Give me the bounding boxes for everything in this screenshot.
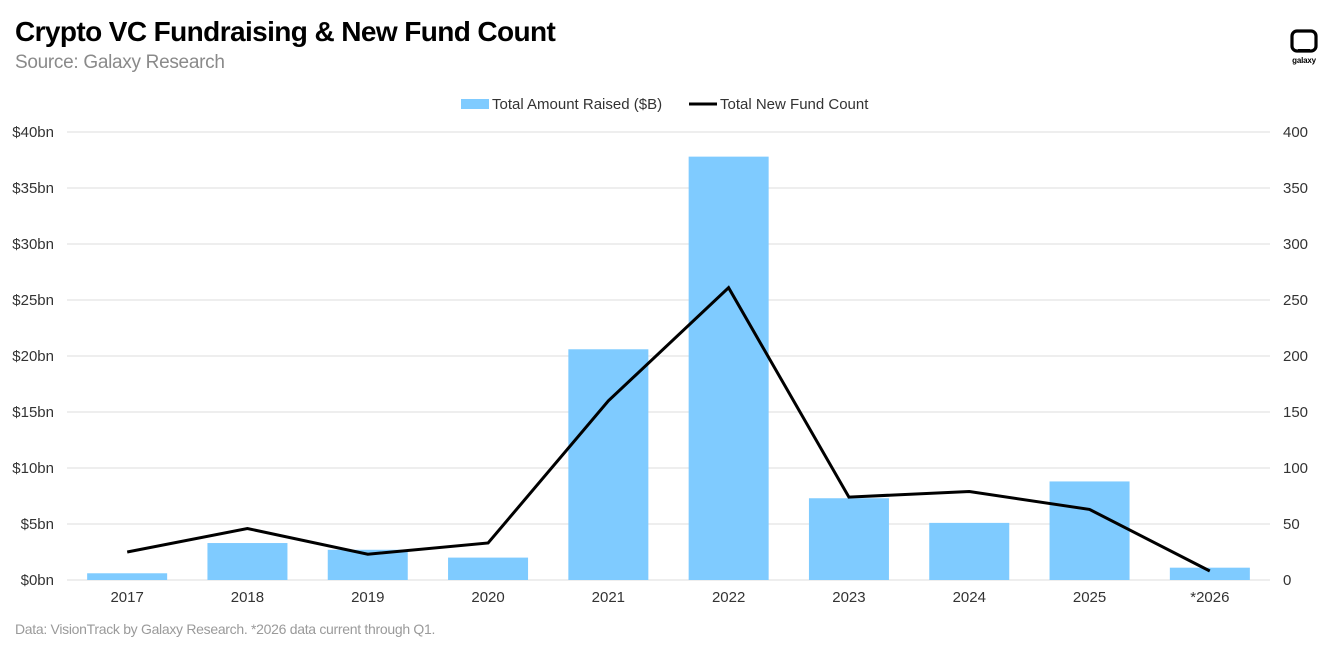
logo-text: galaxy [1292,56,1316,65]
legend-swatch-bar [461,99,489,109]
y-right-tick-label: 0 [1283,572,1291,589]
y-left-tick-label: $30bn [12,236,54,253]
y-left-tick-label: $20bn [12,348,54,365]
bar [207,543,288,580]
y-right-tick-label: 350 [1283,180,1308,197]
y-left-tick-label: $5bn [21,516,54,533]
footnote: Data: VisionTrack by Galaxy Research. *2… [15,621,436,637]
series-line-total-new-fund-count [126,285,1211,573]
bar [808,498,889,580]
y-right-tick-label: 300 [1283,236,1308,253]
bar [1049,481,1130,580]
x-tick-label: 2017 [110,589,143,606]
y-left-tick-label: $10bn [12,460,54,477]
bar [568,349,649,580]
bar [87,573,168,580]
bar [688,156,769,580]
x-tick-label: 2025 [1073,589,1106,606]
y-right-tick-label: 150 [1283,404,1308,421]
x-tick-label: 2022 [712,589,745,606]
x-tick-label: 2021 [592,589,625,606]
y-left-tick-label: $0bn [21,572,54,589]
legend-label-line: Total New Fund Count [720,96,869,113]
y-right-tick-label: 200 [1283,348,1308,365]
x-tick-label: 2020 [471,589,504,606]
y-left-tick-label: $35bn [12,180,54,197]
bar [929,522,1010,580]
y-right-tick-label: 250 [1283,292,1308,309]
x-tick-label: 2018 [231,589,264,606]
chart-title: Crypto VC Fundraising & New Fund Count [15,16,556,47]
bar [1169,567,1250,580]
bar [448,557,529,580]
y-left-tick-label: $25bn [12,292,54,309]
x-tick-label: 2024 [953,589,986,606]
y-left-tick-label: $15bn [12,404,54,421]
chart-subtitle: Source: Galaxy Research [15,52,225,73]
y-right-tick-label: 50 [1283,516,1300,533]
x-tick-label: 2019 [351,589,384,606]
x-tick-label: 2023 [832,589,865,606]
x-tick-label: *2026 [1190,589,1229,606]
y-left-tick-label: $40bn [12,124,54,141]
y-right-tick-label: 100 [1283,460,1308,477]
legend-label-bar: Total Amount Raised ($B) [492,96,662,113]
galaxy-logo-icon [1290,29,1318,53]
y-right-tick-label: 400 [1283,124,1308,141]
